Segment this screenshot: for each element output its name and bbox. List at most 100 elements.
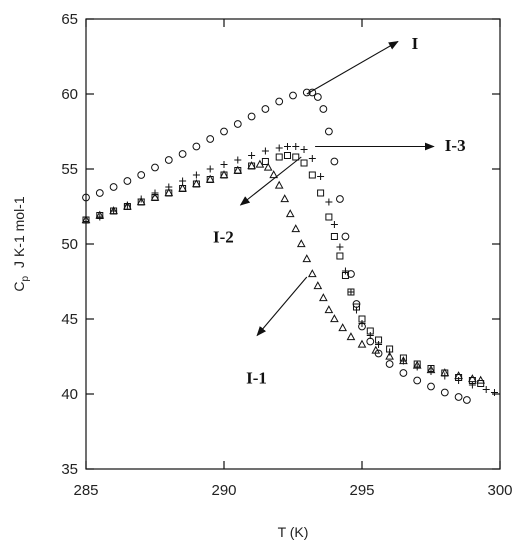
data-point — [192, 171, 200, 179]
data-point — [308, 155, 316, 162]
data-point — [468, 381, 476, 389]
data-point — [366, 337, 375, 346]
x-tick-label: 295 — [349, 482, 374, 499]
data-series — [81, 88, 498, 404]
data-point — [347, 270, 355, 278]
data-point — [302, 254, 312, 263]
data-point — [248, 152, 256, 159]
annotation-i-1: I-1 — [246, 276, 308, 388]
data-point — [261, 105, 270, 113]
y-tick-label: 50 — [61, 236, 78, 253]
data-point — [300, 159, 308, 167]
data-point — [261, 158, 269, 165]
data-point — [165, 183, 173, 191]
data-point — [247, 112, 256, 121]
data-point — [455, 377, 463, 384]
data-point — [371, 345, 381, 354]
data-point — [110, 207, 118, 215]
y-tick-label: 40 — [61, 386, 78, 403]
data-point — [366, 332, 374, 339]
data-point — [151, 163, 159, 172]
annotation-i-3: I-3 — [315, 136, 466, 155]
data-point — [386, 348, 394, 356]
y-tick-label: 55 — [61, 161, 78, 178]
data-point — [324, 305, 334, 314]
series-i-2 — [82, 152, 485, 387]
data-point — [325, 198, 333, 206]
annotation-i: I — [306, 34, 419, 95]
annotation-label: I — [412, 34, 419, 53]
data-point — [482, 386, 490, 393]
data-point — [137, 171, 146, 179]
data-point — [307, 269, 317, 278]
data-point — [313, 93, 322, 101]
data-point — [358, 320, 366, 327]
annotation-arrow — [256, 276, 308, 337]
axis-ticks: 35 40 45 50 55 60 65 285 290 295 300 — [61, 11, 512, 499]
data-point — [95, 189, 104, 197]
data-point — [123, 177, 132, 185]
data-point — [275, 97, 284, 106]
y-tick-label: 35 — [61, 461, 78, 478]
data-point — [283, 152, 291, 159]
data-point — [317, 173, 325, 180]
annotation-label: I-1 — [246, 369, 267, 388]
data-point — [352, 306, 360, 314]
data-point — [220, 161, 228, 168]
data-point — [96, 213, 104, 221]
data-point — [292, 143, 300, 150]
data-point — [109, 183, 118, 191]
data-point — [330, 157, 339, 166]
data-point — [296, 239, 306, 248]
data-point — [427, 382, 435, 391]
data-point — [192, 142, 201, 151]
y-axis-label-main: C — [11, 282, 27, 292]
data-point — [285, 209, 295, 218]
data-point — [325, 213, 333, 221]
data-point — [490, 389, 498, 396]
series-i — [82, 88, 471, 404]
data-point — [220, 171, 228, 179]
data-point — [275, 144, 283, 152]
data-point — [330, 314, 339, 323]
y-tick-label: 60 — [61, 86, 78, 103]
data-point — [462, 396, 471, 404]
data-point — [375, 341, 383, 348]
data-point — [399, 357, 407, 365]
plot-frame — [85, 18, 501, 470]
data-point — [164, 156, 173, 164]
data-point — [291, 224, 301, 233]
x-axis-label: T (K) — [278, 524, 309, 540]
data-point — [82, 193, 90, 202]
annotation-label: I-3 — [445, 136, 466, 155]
y-tick-label: 45 — [61, 311, 78, 328]
data-point — [308, 171, 316, 179]
annotation-arrow — [239, 156, 302, 206]
data-point — [336, 195, 344, 203]
y-axis-label-sub: p — [20, 276, 31, 282]
data-point — [220, 127, 228, 136]
data-point — [385, 360, 394, 368]
y-axis-label: Cp J K-1 mol-1 — [11, 196, 31, 291]
data-point — [319, 293, 328, 302]
data-point — [413, 363, 421, 371]
data-point — [476, 375, 486, 384]
data-point — [178, 150, 187, 158]
data-point — [441, 372, 449, 380]
x-tick-label: 285 — [73, 482, 98, 499]
annotation-i-2: I-2 — [213, 156, 302, 247]
data-point — [319, 105, 328, 113]
data-point — [324, 127, 333, 136]
data-point — [440, 388, 449, 397]
data-point — [300, 146, 308, 153]
data-point — [385, 351, 394, 360]
data-point — [413, 376, 422, 385]
data-point — [317, 189, 325, 197]
data-point — [336, 252, 344, 260]
series-i-3 — [82, 143, 498, 396]
data-point — [206, 165, 214, 173]
x-tick-label: 300 — [487, 482, 512, 499]
data-point — [292, 153, 300, 161]
data-point — [338, 323, 348, 332]
